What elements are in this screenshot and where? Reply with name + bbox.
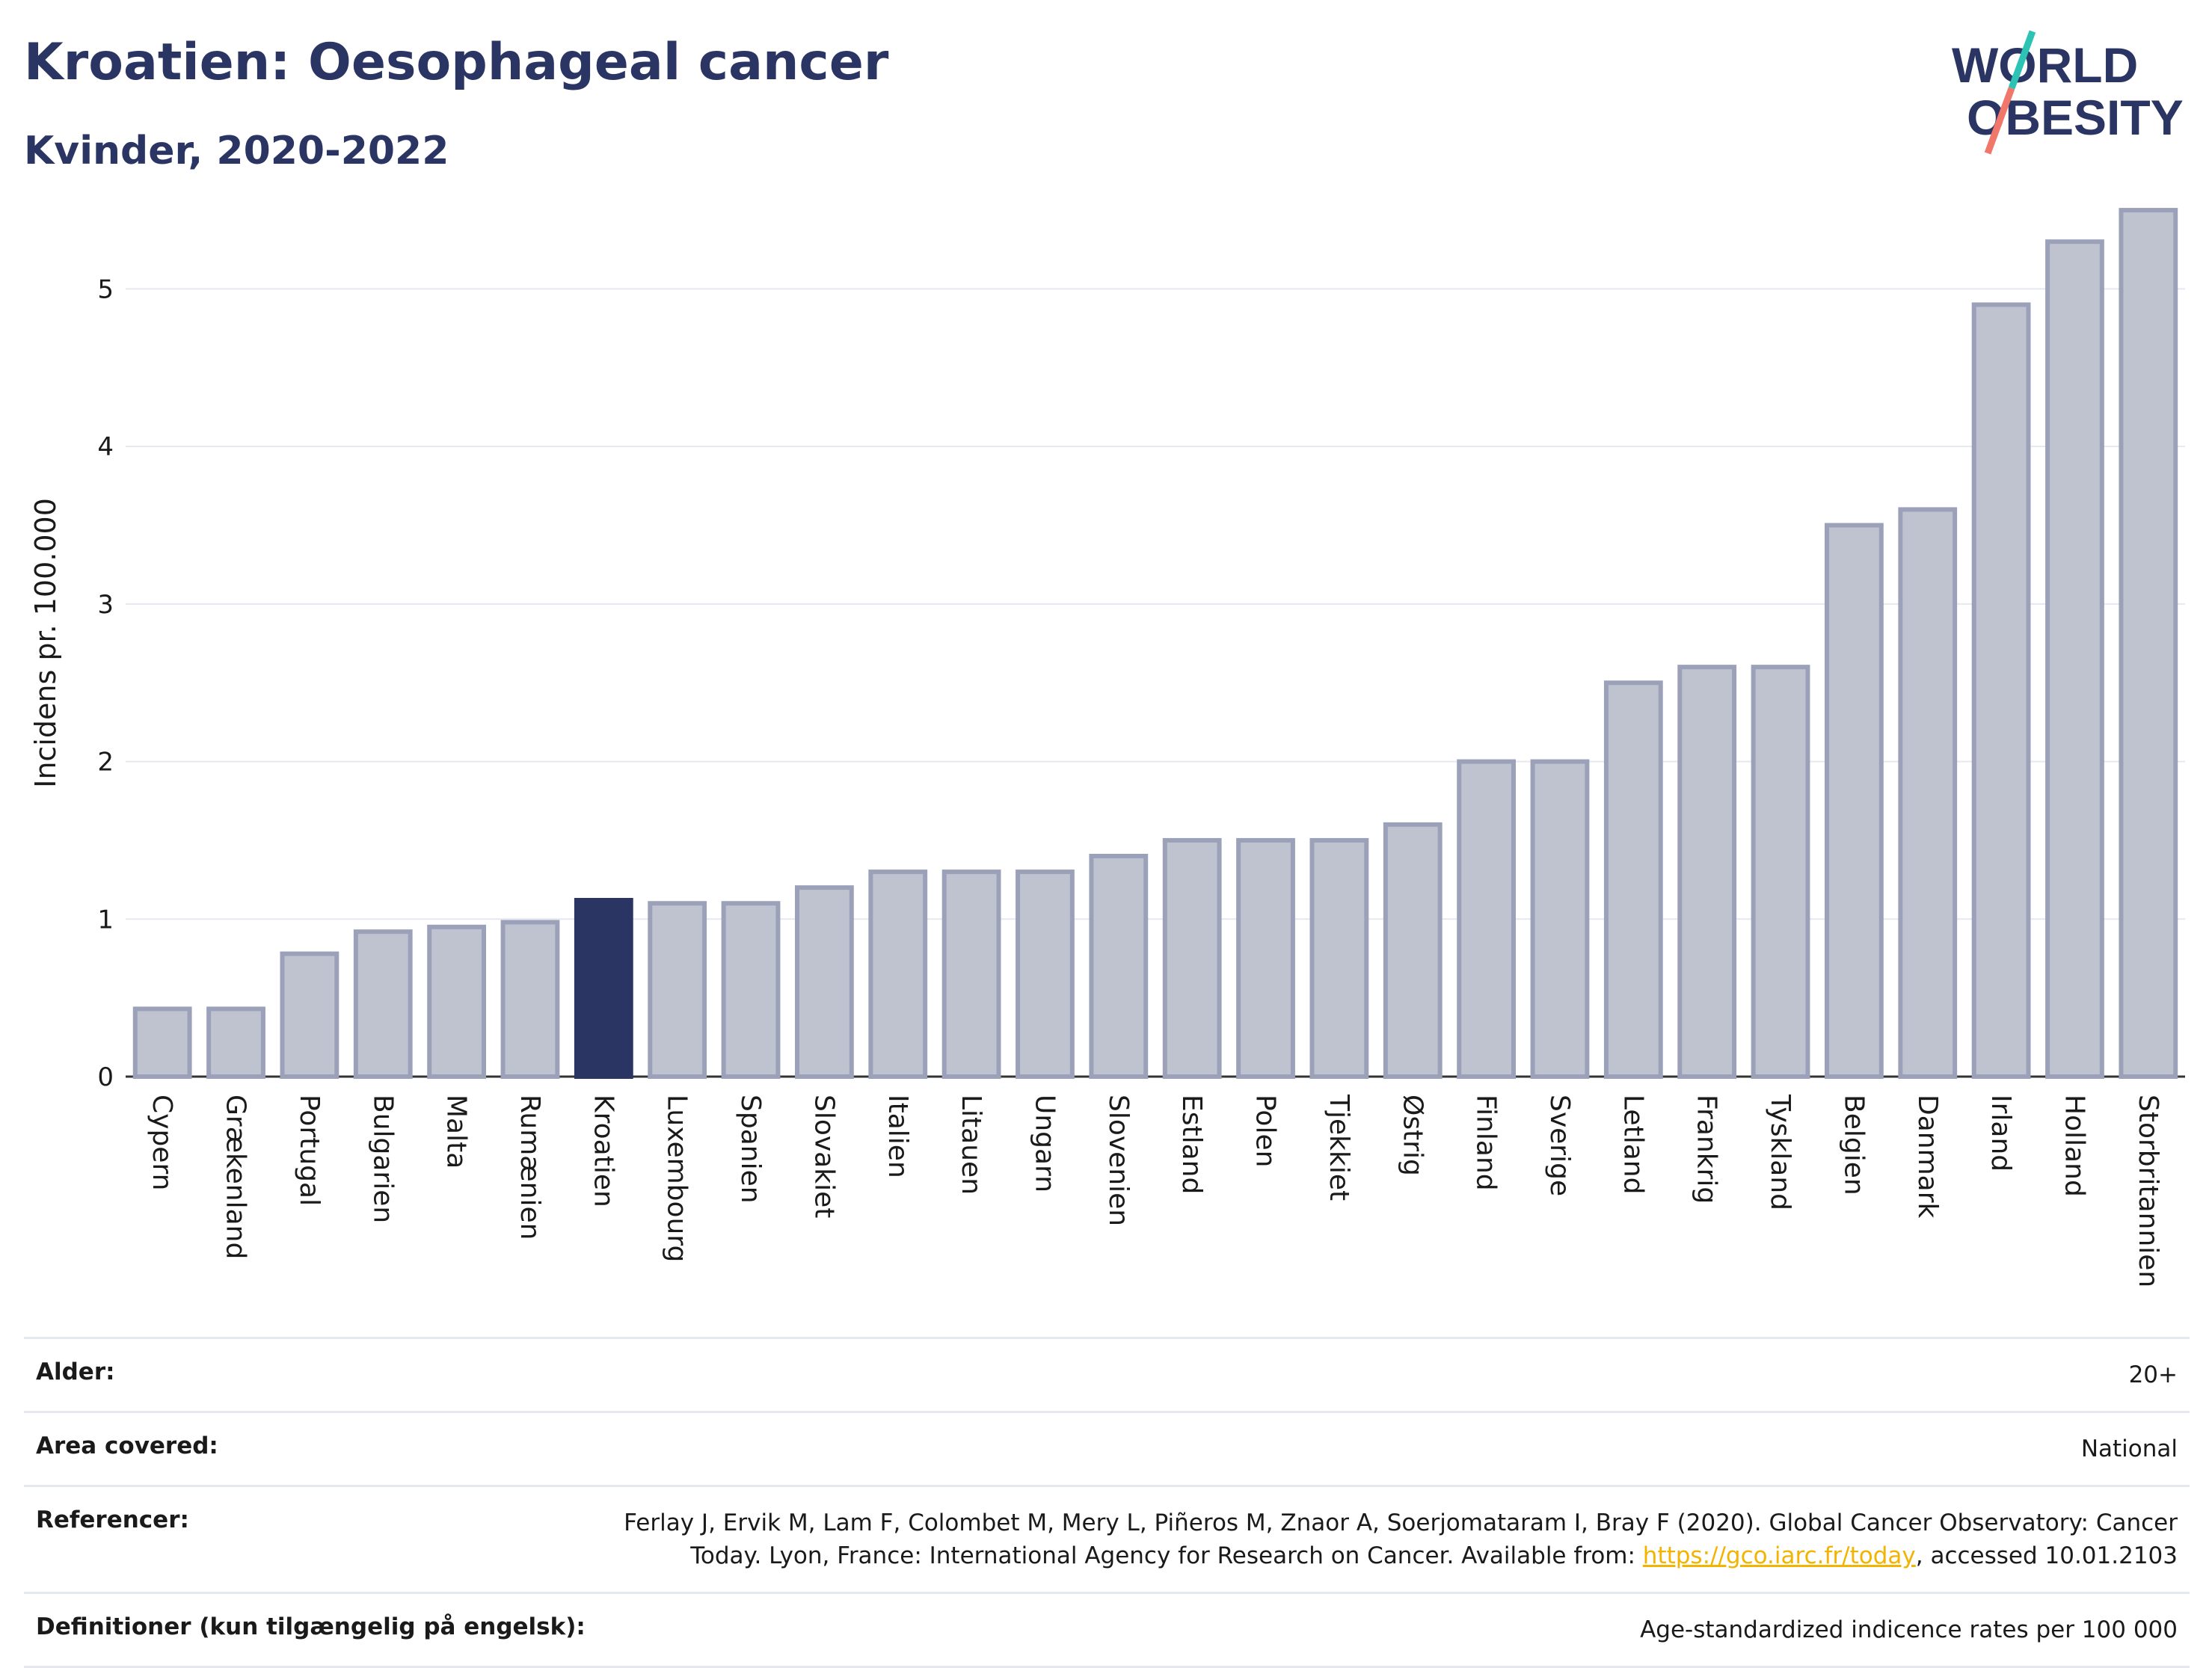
x-tick-label: Belgien (1838, 1095, 1869, 1195)
bar-tjekkiet (1309, 837, 1369, 1080)
bar-bulgarien (353, 929, 413, 1079)
x-tick-label: Estland (1176, 1095, 1207, 1194)
x-tick-label: Storbritannien (2133, 1095, 2163, 1287)
logo-line1: WORLD (1952, 37, 2138, 93)
bar-østrig (1383, 822, 1443, 1080)
x-tick-label: Danmark (1912, 1095, 1943, 1219)
x-tick-label: Letland (1617, 1095, 1648, 1194)
bar-portugal (280, 951, 340, 1079)
x-tick-label: Frankrig (1692, 1095, 1722, 1204)
references-label: Referencer: (36, 1507, 189, 1533)
x-tick-label: Litauen (956, 1095, 986, 1195)
references-value: Ferlay J, Ervik M, Lam F, Colombet M, Me… (607, 1507, 2178, 1572)
bar-sverige (1530, 759, 1590, 1079)
bars (132, 208, 2178, 1080)
x-tick-label: Malta (441, 1095, 472, 1169)
x-tick-label: Cypern (147, 1095, 177, 1190)
chart-subtitle: Kvinder, 2020-2022 (24, 129, 449, 173)
bar-luxembourg (648, 901, 707, 1079)
bar-malta (427, 924, 486, 1079)
x-tick-label: Portugal (294, 1095, 325, 1206)
y-axis-label: Incidens pr. 100.000 (29, 498, 62, 788)
definitions-label: Definitioner (kun tilgængelig på engelsk… (36, 1613, 586, 1640)
x-tick-labels: Cypern Grækenland Portugal Bulgarien Malta Ru… (147, 1094, 2163, 1287)
y-tick-label: 2 (97, 748, 114, 778)
bar-chart: 0 1 2 3 4 5 Cypern Grækenland Portugal Bulgarien… (29, 208, 2185, 1287)
bar-finland (1457, 759, 1516, 1079)
bar-belgien (1825, 523, 1884, 1079)
y-tick-labels: 0 1 2 3 4 5 (97, 274, 114, 1092)
world-obesity-logo: WORLD OBESITY (1952, 30, 2184, 155)
x-tick-label: Grækenland (221, 1095, 251, 1259)
age-label: Alder: (36, 1358, 115, 1385)
y-tick-label: 1 (97, 905, 114, 935)
metadata-table: Alder: 20+ Area covered: National Refere… (24, 1337, 2190, 1668)
x-tick-label: Irland (1985, 1095, 2016, 1172)
bar-danmark (1898, 507, 1958, 1079)
chart-title: Kroatien: Oesophageal cancer (24, 33, 889, 92)
reference-link[interactable]: https://gco.iarc.fr/today (1642, 1542, 1916, 1569)
x-tick-label: Spanien (735, 1095, 766, 1204)
area-label: Area covered: (36, 1432, 218, 1459)
bar-ungarn (1016, 870, 1075, 1079)
x-tick-label: Slovenien (1103, 1095, 1134, 1226)
meta-row-definitions: Definitioner (kun tilgængelig på engelsk… (24, 1592, 2190, 1668)
x-tick-label: Luxembourg (662, 1095, 692, 1262)
bar-slovakiet (795, 885, 854, 1079)
bar-irland (1971, 302, 2031, 1079)
meta-row-area: Area covered: National (24, 1411, 2190, 1485)
bar-spanien (721, 901, 781, 1079)
reference-accessed: , accessed 10.01.2103 (1915, 1542, 2178, 1569)
bar-kroatien (574, 898, 633, 1079)
bar-italien (868, 870, 928, 1079)
y-tick-label: 3 (97, 590, 114, 620)
meta-row-references: Referencer: Ferlay J, Ervik M, Lam F, Co… (24, 1485, 2190, 1592)
age-value: 20+ (2128, 1361, 2178, 1388)
bar-holland (2045, 239, 2104, 1080)
bar-estland (1162, 837, 1222, 1080)
x-tick-label: Kroatien (588, 1095, 618, 1207)
x-tick-label: Rumænien (514, 1095, 545, 1240)
logo-slash-coral (1984, 87, 2015, 155)
bar-storbritannien (2119, 208, 2178, 1080)
x-tick-label: Bulgarien (367, 1095, 398, 1223)
meta-row-age: Alder: 20+ (24, 1337, 2190, 1411)
bar-frankrig (1677, 665, 1737, 1079)
x-tick-label: Ungarn (1029, 1095, 1060, 1192)
x-tick-label: Tjekkiet (1324, 1094, 1354, 1201)
x-tick-label: Østrig (1397, 1095, 1428, 1176)
logo-slash-teal (2008, 30, 2036, 90)
bar-cypern (132, 1006, 192, 1079)
bar-litauen (941, 870, 1001, 1079)
x-tick-label: Sverige (1544, 1095, 1575, 1196)
bar-grækenland (206, 1006, 265, 1079)
bar-slovenien (1089, 854, 1149, 1079)
y-tick-label: 5 (97, 274, 114, 304)
y-tick-label: 0 (97, 1062, 114, 1092)
bar-rumænien (500, 920, 560, 1079)
definitions-value: Age-standardized indicence rates per 100… (1640, 1616, 2178, 1643)
y-tick-label: 4 (97, 432, 114, 462)
bar-tyskland (1751, 665, 1810, 1079)
x-tick-label: Slovakiet (808, 1095, 839, 1218)
reference-text: Ferlay J, Ervik M, Lam F, Colombet M, Me… (624, 1509, 2178, 1569)
area-value: National (2080, 1435, 2178, 1462)
x-tick-label: Italien (882, 1095, 913, 1178)
x-tick-label: Holland (2059, 1095, 2089, 1197)
bar-polen (1236, 837, 1295, 1080)
x-tick-label: Finland (1471, 1095, 1502, 1191)
x-tick-label: Tyskland (1765, 1094, 1795, 1210)
bar-letland (1603, 680, 1663, 1079)
x-tick-label: Polen (1250, 1095, 1281, 1167)
